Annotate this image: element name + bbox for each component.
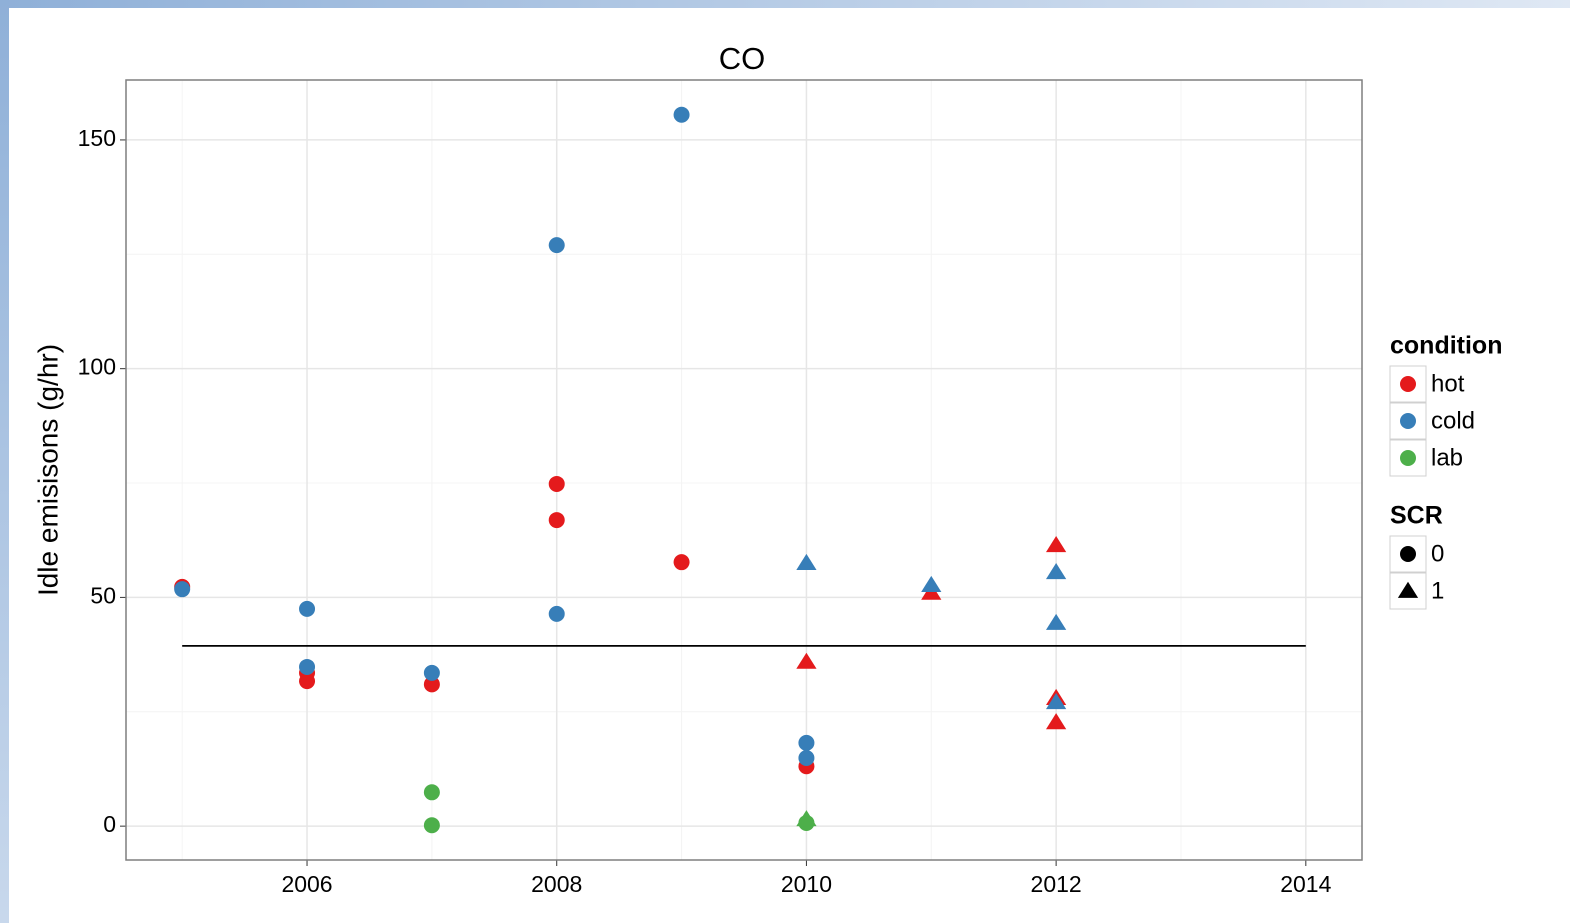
legend-title: SCR bbox=[1390, 502, 1443, 530]
point bbox=[423, 676, 440, 693]
point bbox=[174, 581, 191, 598]
legend-label: 1 bbox=[1431, 577, 1444, 604]
legend-label: cold bbox=[1431, 407, 1475, 434]
point bbox=[299, 600, 316, 617]
x-tick-label: 2014 bbox=[1280, 871, 1331, 897]
point bbox=[423, 817, 440, 834]
point bbox=[673, 106, 690, 123]
legend-label: lab bbox=[1431, 444, 1463, 471]
x-tick-label: 2012 bbox=[1031, 871, 1082, 897]
panel-background bbox=[126, 80, 1362, 860]
point bbox=[548, 475, 565, 492]
legend-label: 0 bbox=[1431, 540, 1444, 567]
point bbox=[423, 664, 440, 681]
point bbox=[1046, 536, 1067, 553]
point bbox=[1046, 563, 1067, 580]
point bbox=[548, 512, 565, 529]
legend-key bbox=[1389, 535, 1427, 573]
point bbox=[798, 749, 815, 766]
legend-swatch bbox=[1400, 546, 1416, 562]
point bbox=[299, 658, 316, 675]
point bbox=[548, 605, 565, 622]
point bbox=[548, 237, 565, 254]
y-tick-label: 100 bbox=[78, 354, 116, 380]
x-tick-label: 2006 bbox=[281, 871, 332, 897]
legend-swatch bbox=[1400, 450, 1416, 466]
point bbox=[796, 553, 817, 570]
point bbox=[798, 734, 815, 751]
chart-title: CO bbox=[719, 41, 766, 76]
point bbox=[796, 810, 817, 827]
point bbox=[921, 575, 942, 592]
point bbox=[423, 784, 440, 801]
point bbox=[299, 673, 316, 690]
y-tick-label: 0 bbox=[103, 811, 116, 837]
window-frame-left bbox=[0, 0, 9, 923]
x-tick-label: 2010 bbox=[781, 871, 832, 897]
y-tick-label: 150 bbox=[78, 125, 116, 151]
point bbox=[1046, 613, 1067, 630]
y-tick-label: 50 bbox=[90, 582, 116, 608]
x-tick-label: 2008 bbox=[531, 871, 582, 897]
point bbox=[1046, 692, 1067, 710]
panel-border bbox=[125, 79, 1363, 861]
legend-swatch bbox=[1400, 413, 1416, 429]
legend-swatch bbox=[1400, 376, 1416, 392]
legend-label: hot bbox=[1431, 370, 1465, 397]
legend-swatch bbox=[1397, 581, 1419, 598]
legend-title: condition bbox=[1390, 332, 1502, 360]
y-axis-label: Idle emisisons (g/hr) bbox=[32, 344, 63, 596]
point bbox=[673, 554, 690, 571]
window-frame-top bbox=[0, 0, 1570, 8]
legend-key bbox=[1389, 439, 1427, 477]
point bbox=[1046, 713, 1067, 730]
point bbox=[796, 652, 817, 669]
